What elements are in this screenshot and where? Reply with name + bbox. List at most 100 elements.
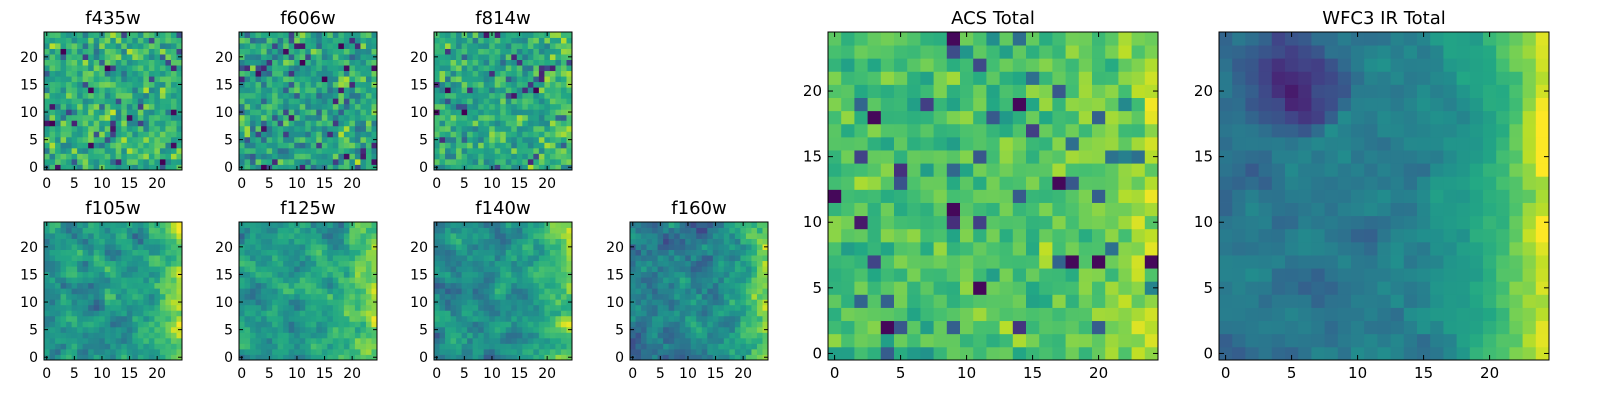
heatmap-cell [266,315,273,322]
heatmap-cell [176,255,183,262]
heatmap-cell [674,260,681,267]
heatmap-cell [527,92,534,99]
heatmap-cell [261,54,267,60]
heatmap-cell [544,98,551,105]
heatmap-cell [143,282,150,289]
heatmap-cell [544,348,551,355]
heatmap-cell [310,293,317,300]
heatmap-cell [55,293,61,300]
heatmap-cell [332,222,339,228]
heatmap-cell [88,81,95,88]
heatmap-cell [549,238,556,245]
heatmap-cell [371,87,378,94]
heatmap-cell [115,255,122,262]
heatmap-cell [77,249,84,256]
heatmap-cell [445,81,451,88]
heatmap-cell [674,282,681,289]
heatmap-cell [88,125,95,132]
heatmap-cell [973,241,987,256]
heatmap-cell [729,299,736,306]
heatmap-cell [305,114,312,121]
heatmap-cell [299,304,306,311]
heatmap-cell [445,37,451,44]
heatmap-cell [283,271,290,278]
heatmap-cell [343,87,350,94]
heatmap-cell [349,282,356,289]
heatmap-cell [283,98,290,105]
heatmap-cell [310,222,317,228]
heatmap-cell [456,233,462,239]
heatmap-cell [494,120,501,127]
heatmap-cell [165,125,172,132]
heatmap-cell [544,158,551,165]
heatmap-cell [170,354,177,361]
heatmap-cell [121,260,128,267]
y-tick-label: 15 [20,77,38,93]
heatmap-cell [544,288,551,295]
heatmap-cell [88,299,95,306]
heatmap-cell [907,307,921,322]
heatmap-cell [121,293,128,300]
heatmap-cell [60,153,67,160]
heatmap-cell [500,321,507,328]
heatmap-cell [745,321,752,328]
heatmap-cell [511,103,518,110]
heatmap-cell [55,59,61,66]
heatmap-cell [365,337,372,344]
heatmap-cell [1092,241,1106,256]
heatmap-cell [867,333,882,348]
heatmap-cell [505,32,512,38]
heatmap-cell [999,189,1014,203]
heatmap-cell [49,293,56,300]
heatmap-cell [283,249,290,256]
heatmap-cell [115,348,122,355]
heatmap-cell [756,326,763,333]
heatmap-cell [472,222,479,228]
heatmap-cell [99,98,106,105]
heatmap-cell [907,241,921,256]
heatmap-cell [126,120,133,127]
heatmap-cell [538,109,545,116]
heatmap-cell [250,315,256,322]
heatmap-cell [1092,228,1106,243]
heatmap-cell [77,142,84,149]
heatmap-cell [663,266,670,273]
heatmap-cell [148,249,155,256]
heatmap-cell [685,326,692,333]
heatmap-cell [690,348,697,355]
heatmap-cell [159,238,166,245]
heatmap-cell [500,65,507,72]
heatmap-cell [933,281,948,295]
heatmap-cell [137,32,144,38]
heatmap-cell [734,271,741,278]
heatmap-cell [49,142,56,149]
heatmap-cell [99,92,106,99]
heatmap-cell [1078,281,1093,295]
heatmap-cell [360,326,367,333]
heatmap-cell [723,315,730,322]
heatmap-cell [450,321,457,328]
heatmap-cell [316,238,323,245]
heatmap-cell [690,233,697,239]
heatmap-cell [461,147,468,154]
heatmap-cell [1092,215,1106,230]
heatmap-cell [338,153,345,160]
heatmap-cell [745,299,752,306]
heatmap-cell [946,307,961,322]
heatmap-cell [365,304,372,311]
heatmap-cell [751,288,758,295]
heatmap-cell [483,299,490,306]
heatmap-cell [132,98,139,105]
heatmap-cell [756,343,763,350]
heatmap-cell [544,238,551,245]
heatmap-cell [170,32,177,38]
heatmap-cell [907,294,921,308]
heatmap-cell [751,255,758,262]
heatmap-cell [1131,228,1146,243]
heatmap-cell [272,109,279,116]
heatmap-cell [93,37,100,44]
heatmap-cell [272,321,279,328]
heatmap-cell [483,277,490,284]
heatmap-cell [99,103,106,110]
heatmap-cell [641,222,647,228]
